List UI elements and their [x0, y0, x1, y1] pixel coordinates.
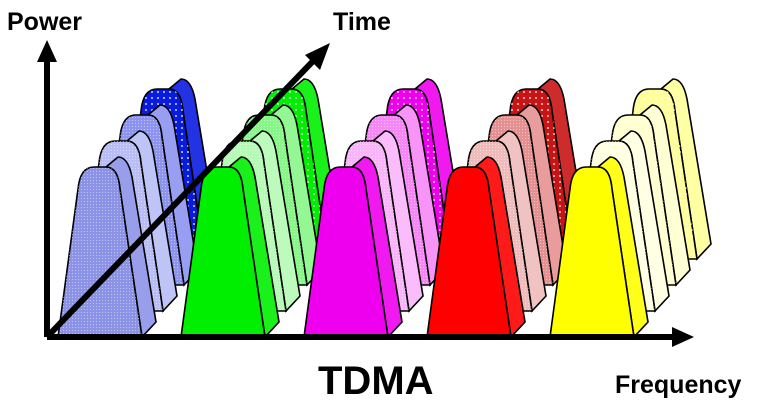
- pulse-channel-5-slot-1: [549, 156, 649, 339]
- pulse-front: [303, 166, 389, 338]
- power-axis-label: Power: [7, 8, 82, 36]
- time-axis-label: Time: [333, 8, 391, 36]
- channel-pulses: [57, 78, 712, 339]
- axes: [37, 40, 694, 347]
- channel-stack-5: [549, 78, 712, 339]
- frequency-axis-label: Frequency: [615, 371, 742, 399]
- power-axis-arrow-icon: [37, 40, 57, 62]
- pulse-front: [549, 166, 635, 338]
- pulse-channel-4-slot-1: [426, 156, 526, 339]
- time-axis: [44, 55, 319, 340]
- pulse-front: [426, 166, 512, 338]
- pulse-channel-2-slot-1: [180, 156, 280, 339]
- channel-stack-1: [57, 78, 220, 339]
- pulse-texture: [58, 167, 142, 337]
- time-axis-arrow-icon: [305, 43, 330, 70]
- frequency-axis-arrow-icon: [672, 327, 694, 347]
- diagram-title: TDMA: [318, 359, 434, 403]
- pulse-channel-3-slot-1: [303, 156, 403, 339]
- channel-stack-4: [426, 78, 589, 339]
